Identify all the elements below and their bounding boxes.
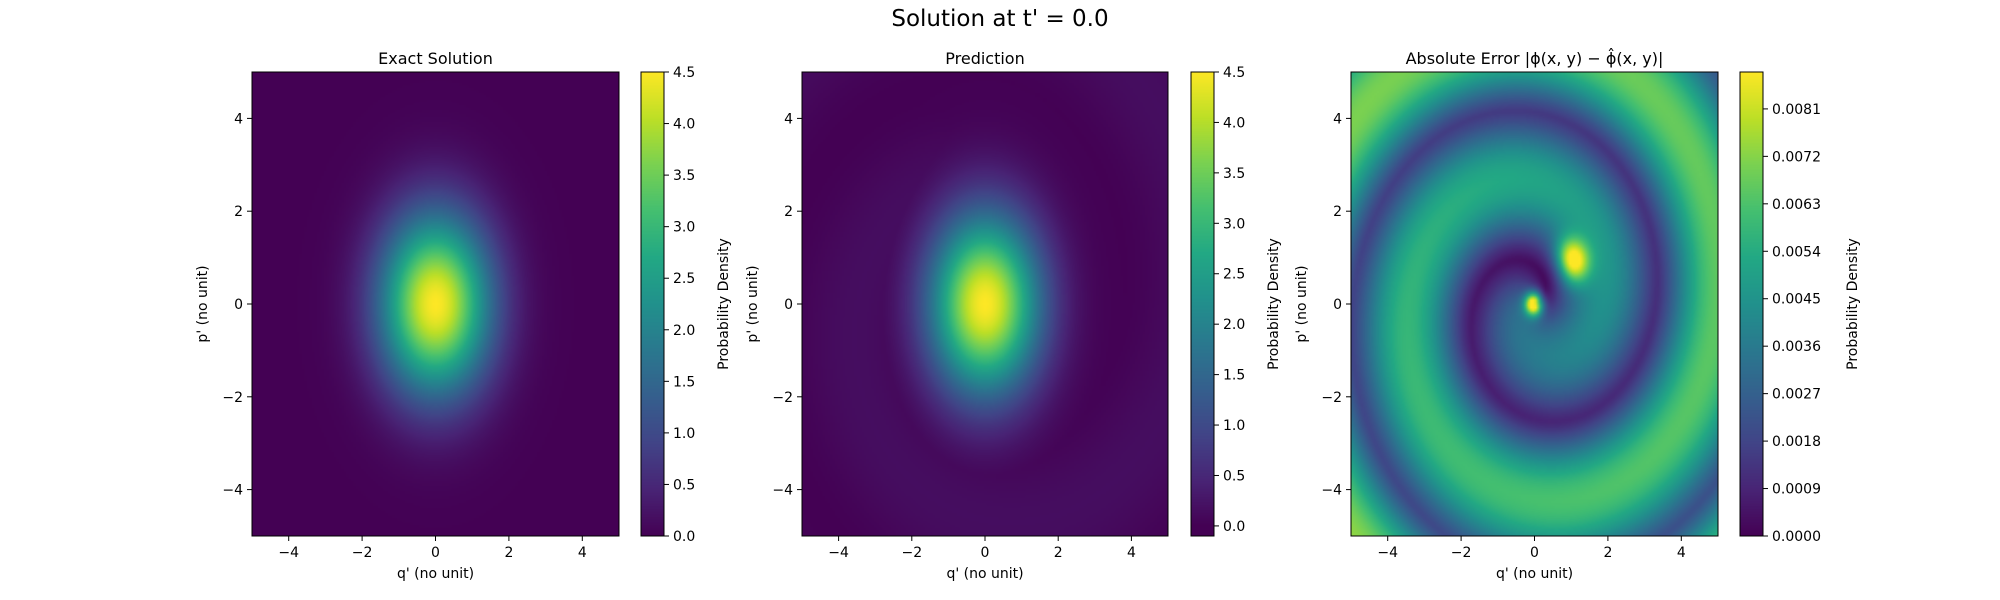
x-tick-label: 4 (1127, 545, 1136, 561)
y-tick-label: −4 (772, 483, 793, 499)
x-axis-label: q' (no unit) (946, 566, 1023, 582)
chart-title: Prediction (945, 49, 1024, 68)
colorbar-frame (1190, 71, 1215, 537)
heatmap-image (252, 72, 619, 536)
colorbar-tick-label: 4.0 (1223, 115, 1245, 131)
colorbar-tick-label: 4.0 (673, 117, 695, 133)
colorbar-tick-label: 3.5 (1223, 166, 1245, 182)
colorbar-tick-label: 3.5 (673, 168, 695, 184)
y-tick-label: −2 (222, 390, 243, 406)
y-axis-label: p' (no unit) (1294, 265, 1310, 342)
x-tick-label: 0 (431, 545, 440, 561)
y-tick-label: 0 (234, 297, 243, 313)
colorbar-tick-label: 1.5 (673, 374, 695, 390)
colorbar-label: Probability Density (1266, 238, 1282, 370)
x-tick-label: 0 (981, 545, 990, 561)
colorbar-tick-label: 1.0 (1223, 418, 1245, 434)
heatmap-image (1351, 72, 1718, 536)
x-tick-label: −4 (828, 545, 849, 561)
chart-panel-3: Absolute Error |ϕ(x, y) − ϕ̂(x, y)| −4 −2 0… (1294, 48, 1861, 582)
colorbar-tick-label: 3.0 (673, 220, 695, 236)
colorbar-gradient (1191, 72, 1214, 536)
colorbar: 0.0000 0.0009 0.0018 0.0027 0.0036 0.0045 0.00… (1739, 71, 1861, 545)
colorbar-label: Probability Density (716, 238, 732, 370)
colorbar-tick-label: 0.0072 (1772, 149, 1821, 165)
colorbar-tick-label: 3.0 (1223, 216, 1245, 232)
x-tick-label: 0 (1530, 545, 1539, 561)
colorbar-tick-label: 4.5 (673, 65, 695, 81)
colorbar-tick-label: 2.0 (673, 323, 695, 339)
colorbar-tick-label: 0.0081 (1772, 102, 1821, 118)
y-tick-label: 2 (1333, 204, 1342, 220)
chart-title: Exact Solution (378, 49, 493, 68)
colorbar-tick-label: 2.5 (1223, 267, 1245, 283)
x-axis-label: q' (no unit) (397, 566, 474, 582)
chart-panel-2: Prediction −4 −2 0 2 4 −4 −2 0 2 4 q' (no unit) p' (… (745, 49, 1282, 582)
y-axis-label: p' (no unit) (195, 265, 211, 342)
colorbar-tick-label: 0.0054 (1772, 244, 1821, 260)
y-tick-label: −2 (1321, 390, 1342, 406)
colorbar-tick-label: 1.0 (673, 426, 695, 442)
y-tick-label: −4 (1321, 483, 1342, 499)
colorbar-tick-label: 0.0 (673, 529, 695, 545)
chart-title: Absolute Error |ϕ(x, y) − ϕ̂(x, y)| (1406, 48, 1664, 68)
x-tick-label: 2 (1603, 545, 1612, 561)
x-tick-label: 4 (578, 545, 587, 561)
colorbar-tick-label: 2.0 (1223, 317, 1245, 333)
y-tick-label: −4 (222, 483, 243, 499)
x-tick-label: −2 (901, 545, 922, 561)
colorbar-tick-label: 0.0018 (1772, 434, 1821, 450)
colorbar-frame (640, 71, 665, 537)
x-tick-label: −2 (1451, 545, 1472, 561)
x-axis-label: q' (no unit) (1496, 566, 1573, 582)
colorbar-tick-label: 1.5 (1223, 368, 1245, 384)
x-tick-label: 2 (1054, 545, 1063, 561)
x-tick-label: 2 (504, 545, 513, 561)
y-tick-label: 2 (234, 204, 243, 220)
chart-panel-1: Exact Solution −4 −2 0 2 4 −4 −2 0 2 4 q' (no unit)… (195, 49, 732, 582)
y-axis-label: p' (no unit) (745, 265, 761, 342)
y-tick-label: 2 (784, 204, 793, 220)
x-tick-label: −4 (278, 545, 299, 561)
colorbar-tick-label: 0.0036 (1772, 339, 1821, 355)
y-tick-label: 4 (1333, 111, 1342, 127)
heatmap-image (802, 72, 1168, 536)
y-tick-label: 4 (234, 111, 243, 127)
colorbar-tick-label: 0.0027 (1772, 387, 1821, 403)
colorbar-gradient (1740, 72, 1763, 536)
colorbar-frame (1739, 71, 1764, 537)
colorbar: 0.0 0.5 1.0 1.5 2.0 2.5 3.0 3.5 4.0 4.5 Probabilit… (640, 65, 732, 545)
colorbar-tick-label: 4.5 (1223, 65, 1245, 81)
colorbar-tick-label: 0.0 (1223, 519, 1245, 535)
colorbar-tick-label: 0.0009 (1772, 482, 1821, 498)
y-tick-label: −2 (772, 390, 793, 406)
colorbar-tick-label: 0.0045 (1772, 292, 1821, 308)
y-tick-label: 0 (1333, 297, 1342, 313)
colorbar-gradient (641, 72, 664, 536)
colorbar-tick-label: 2.5 (673, 271, 695, 287)
x-tick-label: −2 (352, 545, 373, 561)
y-tick-label: 0 (784, 297, 793, 313)
colorbar-label: Probability Density (1845, 238, 1861, 370)
x-tick-label: 4 (1677, 545, 1686, 561)
colorbar: 0.0 0.5 1.0 1.5 2.0 2.5 3.0 3.5 4.0 4.5 Probabilit… (1190, 65, 1282, 537)
y-tick-label: 4 (784, 111, 793, 127)
colorbar-tick-label: 0.5 (1223, 468, 1245, 484)
x-tick-label: −4 (1377, 545, 1398, 561)
figure-suptitle: Solution at t' = 0.0 (891, 6, 1109, 32)
colorbar-tick-label: 0.0000 (1772, 529, 1821, 545)
colorbar-tick-label: 0.5 (673, 477, 695, 493)
colorbar-tick-label: 0.0063 (1772, 197, 1821, 213)
